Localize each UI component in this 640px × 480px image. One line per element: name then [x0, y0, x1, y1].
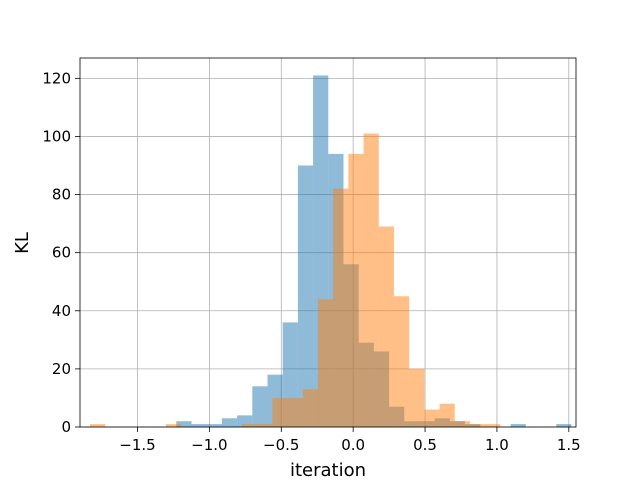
histogram-bar [469, 424, 486, 427]
x-tick-label: 1.0 [485, 436, 509, 454]
histogram-bar [176, 421, 192, 427]
histogram-bar [272, 397, 288, 427]
y-tick-label: 40 [52, 302, 71, 320]
axis-ticks: −1.5 −1.0 −0.5 0.0 0.5 1.0 1.5 0 20 40 60 80 100 120 [42, 69, 580, 454]
y-tick-label: 120 [42, 69, 71, 87]
y-tick-label: 60 [52, 244, 71, 262]
histogram-bar [510, 424, 526, 427]
histogram-bar [297, 165, 314, 427]
y-tick-label: 100 [42, 127, 71, 145]
x-tick-label: −1.0 [191, 436, 227, 454]
histogram-series-1 [90, 133, 501, 427]
histogram-bar [556, 424, 572, 427]
x-axis-label: iteration [290, 460, 366, 480]
x-tick-label: −1.5 [119, 436, 155, 454]
histogram-bar [237, 415, 253, 427]
x-tick-label: −0.5 [263, 436, 299, 454]
y-tick-label: 0 [61, 418, 71, 436]
histogram-bars [90, 75, 572, 427]
histogram-bar [393, 296, 410, 427]
histogram-bar [424, 409, 440, 427]
histogram-bar [90, 424, 106, 427]
x-tick-label: 0.0 [341, 436, 365, 454]
histogram-bar [378, 226, 394, 427]
x-tick-label: 0.5 [413, 436, 437, 454]
histogram-bar [252, 386, 268, 427]
histogram-bar [166, 424, 182, 427]
histogram-bar [221, 418, 238, 427]
histogram-bar [363, 133, 379, 427]
y-tick-label: 80 [52, 186, 71, 204]
plot-frame [79, 57, 577, 428]
histogram-bar [318, 299, 334, 427]
histogram-bar [206, 424, 222, 427]
y-axis-label: KL [12, 232, 33, 254]
histogram-bar [333, 188, 349, 427]
histogram-bar [409, 368, 425, 427]
y-tick-label: 20 [52, 360, 71, 378]
x-tick-label: 1.5 [557, 436, 581, 454]
histogram-bar [485, 424, 501, 427]
histogram-bar [302, 389, 319, 427]
histogram-bar [287, 397, 303, 427]
histogram-bar [439, 403, 455, 427]
histogram-bar [454, 421, 470, 427]
histogram-bar [257, 424, 273, 427]
histogram-bar [242, 424, 258, 427]
histogram-bar [191, 424, 207, 427]
histogram-bar [348, 153, 364, 427]
